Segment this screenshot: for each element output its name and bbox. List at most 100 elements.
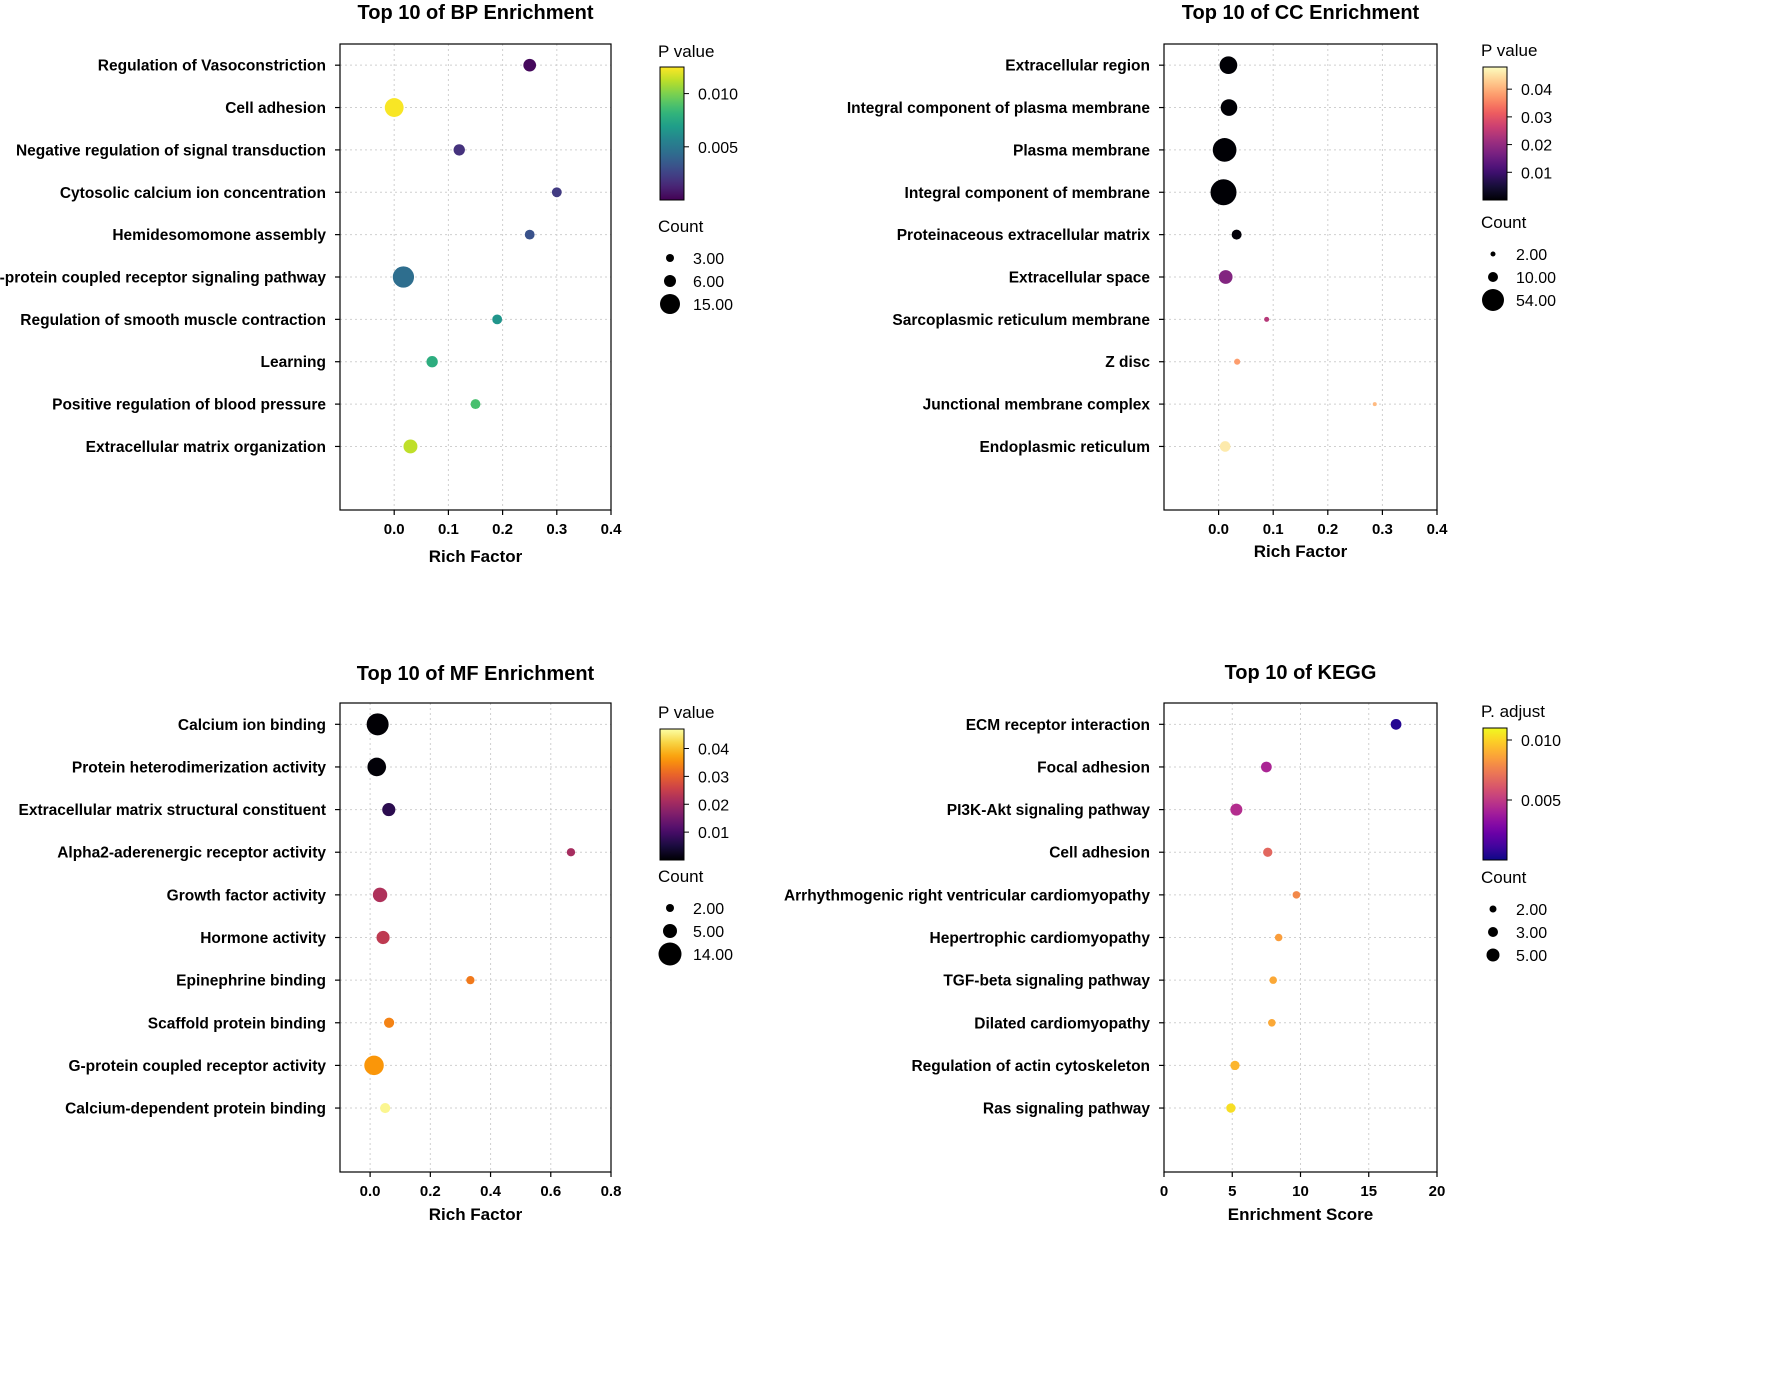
size-legend-label: 6.00 [693,274,724,291]
size-legend-label: 5.00 [693,924,724,941]
size-legend: Count 2.00 5.00 14.00 [658,867,733,966]
colorbar-tick-label: 0.02 [1521,138,1552,155]
color-legend: P value 0.04 0.03 0.02 0.01 [1481,41,1552,201]
category-label: Alpha2-aderenergic receptor activity [57,845,326,862]
colorbar [1482,66,1508,201]
category-label: Regulation of Vasoconstriction [98,58,326,75]
x-tick-label: 0.3 [1372,521,1393,538]
category-label: Hepertrophic cardiomyopathy [930,930,1151,947]
size-legend: Count 2.00 3.00 5.00 [1481,868,1547,965]
category-label: TGF-beta signaling pathway [943,973,1150,990]
colorbar-tick-label: 0.005 [698,140,738,157]
data-point [364,1055,384,1076]
data-point [372,887,388,903]
size-legend-dot [658,942,682,966]
colorbar-tick-label: 0.01 [1521,165,1552,182]
size-legend-title: Count [658,217,704,236]
size-legend-label: 2.00 [1516,902,1547,919]
size-legend-label: 10.00 [1516,270,1556,287]
category-label: Extracellular matrix structural constitu… [18,802,326,819]
category-label: Sarcoplasmic reticulum membrane [892,312,1150,329]
category-label: ECM receptor interaction [966,717,1150,734]
size-legend-dot [666,254,674,262]
data-point [1268,1018,1276,1027]
size-legend-dot [1482,289,1504,311]
size-legend-label: 15.00 [693,297,733,314]
data-point [1218,270,1233,284]
data-point [426,356,438,368]
data-point [524,229,535,240]
size-legend-label: 2.00 [1516,247,1547,264]
x-tick-label: 0.3 [546,521,567,538]
data-point [470,399,481,410]
category-label: Plasma membrane [1013,142,1150,159]
size-legend-title: Count [658,867,704,886]
size-legend: Count 3.00 6.00 15.00 [658,217,733,314]
size-legend-dot [660,294,680,314]
x-tick-label: 0.2 [1317,521,1338,538]
data-point [392,266,415,288]
x-tick-label: 0.2 [492,521,513,538]
size-legend: Count 2.00 10.00 54.00 [1481,213,1556,311]
colorbar-tick-label: 0.04 [698,742,729,759]
category-label: Z disc [1105,354,1150,371]
data-point [383,1017,395,1028]
data-point [376,930,390,945]
data-point [1263,847,1273,857]
size-legend-dot [1488,927,1498,937]
category-label: Endoplasmic reticulum [979,439,1150,456]
colorbar-tick-label: 0.005 [1521,793,1561,810]
size-legend-label: 3.00 [693,251,724,268]
data-point [367,757,387,777]
data-point [1219,441,1231,452]
x-tick-label: 15 [1360,1183,1377,1200]
x-axis-label: Rich Factor [429,547,523,566]
size-legend-title: Count [1481,213,1527,232]
category-label: Cell adhesion [225,100,326,117]
category-label: Focal adhesion [1037,759,1150,776]
category-label: Integral component of plasma membrane [847,100,1151,117]
size-legend-dot [663,924,677,938]
size-legend-label: 5.00 [1516,948,1547,965]
x-tick-label: 0.1 [1263,521,1284,538]
category-label: Extracellular region [1005,58,1150,75]
colorbar-tick-label: 0.01 [698,825,729,842]
x-tick-label: 0.4 [1427,521,1449,538]
data-point [1264,316,1270,322]
data-point [1226,1103,1236,1113]
panel-2: Top 10 of CC Enrichment Extracellular reg… [847,2,1556,561]
data-point [1220,99,1238,116]
color-legend: P value 0.04 0.03 0.02 0.01 [658,703,729,861]
x-tick-label: 0.4 [480,1183,502,1200]
category-label: G-protein coupled receptor activity [68,1058,326,1075]
x-tick-label: 0 [1160,1183,1168,1200]
data-point [380,1102,391,1114]
colorbar [1482,727,1508,861]
category-label: Epinephrine binding [176,973,326,990]
category-label: Proteinaceous extracellular matrix [897,227,1151,244]
size-legend-title: Count [1481,868,1527,887]
color-legend: P. adjust 0.010 0.005 [1481,702,1561,861]
x-tick-label: 10 [1292,1183,1309,1200]
chart-title: Top 10 of BP Enrichment [358,2,594,24]
size-legend-label: 2.00 [693,901,724,918]
colorbar-tick-label: 0.03 [1521,110,1552,127]
x-tick-label: 0.6 [540,1183,561,1200]
category-label: Hemidesomomone assembly [112,227,326,244]
x-tick-label: 0.0 [1208,521,1229,538]
x-axis-label: Rich Factor [429,1205,523,1224]
category-label: Dilated cardiomyopathy [974,1015,1150,1032]
category-label: Integral component of membrane [905,185,1151,202]
data-point [1210,179,1237,206]
category-label: Protein heterodimerization activity [72,759,326,776]
category-label: Learning [261,354,326,371]
size-legend-label: 54.00 [1516,293,1556,310]
category-label: Hormone activity [200,930,326,947]
data-point [492,314,503,325]
color-legend: P value 0.010 0.005 [658,42,738,201]
data-point [1372,402,1377,407]
color-legend-title: P value [658,42,714,61]
category-label: Cell adhesion [1049,845,1150,862]
data-point [566,848,576,857]
chart-title: Top 10 of CC Enrichment [1182,2,1420,24]
